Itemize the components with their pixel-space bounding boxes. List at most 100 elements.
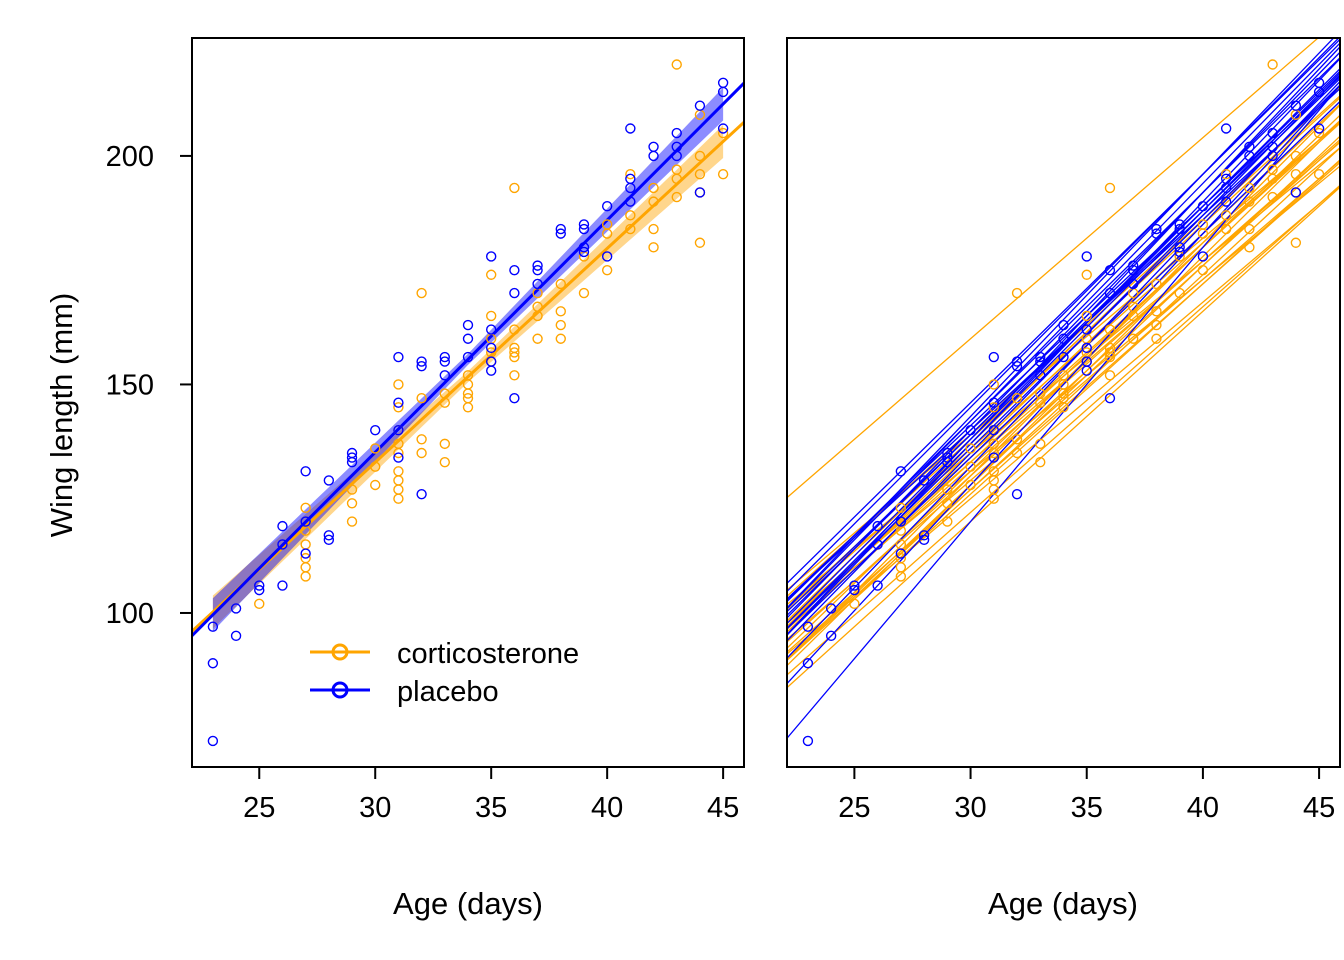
point-placebo (1011, 360, 1023, 372)
point-corticosterone (1035, 388, 1046, 399)
point-corticosterone (717, 169, 729, 180)
point-corticosterone (485, 269, 497, 280)
point-placebo (717, 77, 729, 88)
point-placebo (1128, 264, 1139, 276)
point-corticosterone (346, 516, 358, 527)
point-placebo (1081, 342, 1092, 354)
point-corticosterone (895, 571, 907, 582)
point-corticosterone (1220, 210, 1232, 221)
point-placebo (802, 621, 814, 632)
point-corticosterone (1011, 434, 1023, 445)
point-corticosterone (1011, 392, 1023, 404)
point-placebo (1267, 150, 1278, 162)
point-corticosterone (1313, 169, 1325, 180)
point-corticosterone (1290, 150, 1302, 162)
point-corticosterone (895, 502, 907, 514)
point-placebo (601, 200, 613, 212)
point-corticosterone (1244, 196, 1255, 207)
point-corticosterone (717, 127, 729, 139)
point-placebo (555, 223, 566, 235)
point-corticosterone (694, 169, 706, 180)
point-placebo (416, 360, 427, 372)
point-placebo (802, 735, 814, 747)
point-corticosterone (1267, 173, 1278, 184)
point-corticosterone (1197, 219, 1209, 230)
point-placebo (1151, 228, 1162, 239)
point-placebo (671, 127, 682, 139)
point-corticosterone (462, 370, 474, 381)
point-corticosterone (1011, 287, 1023, 299)
legend-label-placebo: placebo (397, 676, 499, 708)
point-placebo (625, 196, 636, 207)
left-panel: 25 30 35 40 45 100 150 200 (106, 37, 745, 824)
point-corticosterone (1174, 287, 1185, 299)
point-corticosterone (300, 562, 311, 573)
point-corticosterone (1151, 278, 1162, 290)
individual-line-placebo (787, 84, 1340, 685)
point-placebo (1011, 488, 1023, 500)
point-corticosterone (988, 379, 999, 390)
point-placebo (1058, 351, 1069, 363)
point-placebo (648, 150, 659, 162)
point-corticosterone (393, 466, 404, 477)
point-corticosterone (895, 562, 907, 573)
point-placebo (393, 452, 404, 463)
point-placebo (1244, 150, 1255, 162)
point-placebo (942, 452, 953, 463)
plot-frame (786, 37, 1341, 768)
point-corticosterone (965, 479, 976, 491)
legend: corticosterone placebo (310, 638, 579, 708)
point-corticosterone (1058, 370, 1069, 381)
point-corticosterone (300, 502, 311, 514)
point-corticosterone (1290, 237, 1302, 248)
y-axis-label: Wing length (mm) (44, 293, 79, 538)
point-placebo (625, 123, 636, 134)
point-corticosterone (1035, 438, 1046, 450)
point-corticosterone (1290, 169, 1302, 180)
individual-line-corticosterone (787, 186, 1340, 689)
point-placebo (323, 534, 335, 546)
point-placebo (207, 735, 219, 747)
point-corticosterone (1104, 370, 1116, 381)
point-placebo (988, 397, 999, 408)
point-placebo (509, 392, 520, 404)
point-corticosterone (485, 310, 497, 322)
point-corticosterone (965, 461, 976, 472)
point-corticosterone (439, 456, 451, 468)
point-placebo (1220, 196, 1232, 207)
legend-marker-corticosterone (331, 643, 349, 661)
x-tick-label: 45 (1303, 792, 1335, 824)
plot-area (192, 59, 744, 747)
point-placebo (230, 603, 242, 614)
point-corticosterone (1220, 223, 1232, 235)
point-corticosterone (625, 223, 636, 235)
point-placebo (872, 520, 883, 532)
individual-line-corticosterone (787, 160, 1340, 640)
point-corticosterone (988, 493, 999, 504)
point-corticosterone (1313, 127, 1325, 139)
point-placebo (1174, 223, 1185, 235)
legend-marker-placebo (331, 681, 349, 699)
point-corticosterone (965, 443, 976, 454)
point-corticosterone (555, 333, 566, 344)
point-corticosterone (1104, 351, 1116, 363)
point-placebo (1104, 287, 1116, 299)
point-placebo (532, 278, 543, 290)
point-corticosterone (1104, 324, 1116, 335)
individual-line-corticosterone (787, 185, 1340, 655)
point-placebo (1174, 242, 1185, 253)
point-placebo (277, 539, 288, 550)
x-tick-label: 25 (838, 792, 870, 824)
point-placebo (1035, 351, 1046, 363)
point-corticosterone (393, 402, 404, 413)
point-placebo (802, 658, 814, 669)
individual-line-placebo (787, 38, 1340, 592)
point-placebo (988, 452, 999, 463)
point-corticosterone (578, 287, 590, 299)
point-corticosterone (254, 598, 265, 610)
point-placebo (1058, 333, 1069, 344)
point-placebo (717, 86, 729, 98)
point-placebo (509, 287, 520, 299)
point-corticosterone (532, 333, 543, 344)
point-corticosterone (1244, 223, 1255, 235)
